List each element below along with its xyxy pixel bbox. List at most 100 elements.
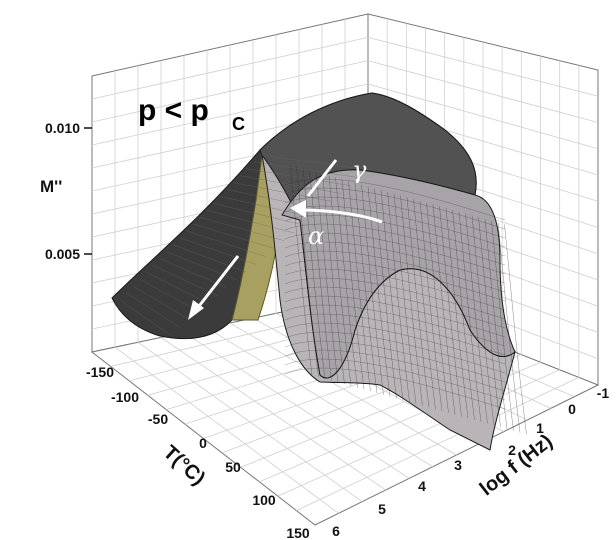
mesh-line: [504, 224, 527, 435]
mesh-line: [413, 199, 436, 410]
y-tick-label: -100: [111, 389, 139, 405]
mesh-line: [439, 206, 462, 417]
alpha-back-wall: [281, 169, 516, 379]
surface-mesh: [119, 154, 527, 435]
y-tick-label: 50: [225, 459, 241, 475]
mesh-line: [284, 259, 506, 302]
mesh-line: [465, 213, 488, 424]
mesh-line: [284, 223, 506, 266]
mesh-line: [406, 197, 430, 408]
mesh-line: [302, 168, 326, 379]
mesh-line: [284, 367, 506, 410]
surface: [111, 92, 527, 451]
mesh-line: [296, 166, 319, 377]
mesh-line: [179, 237, 256, 265]
z-axis-label: M'': [40, 177, 62, 196]
alpha-arrow: [299, 208, 383, 224]
mesh-line: [253, 161, 361, 179]
alpha-arrowhead: [290, 200, 306, 218]
mesh-line: [193, 223, 275, 249]
z-tick-label: 0.010: [45, 120, 80, 136]
mesh-line: [284, 313, 506, 356]
mesh-line: [284, 196, 506, 239]
mesh-line: [419, 200, 443, 412]
mesh-line: [284, 349, 506, 392]
gamma-arrow-upper: [306, 159, 338, 197]
y-tick-label: 100: [252, 492, 276, 508]
mesh-line: [393, 193, 417, 404]
mesh-line: [426, 202, 449, 413]
mesh-line: [213, 203, 304, 226]
mesh-line: [367, 186, 391, 397]
mesh-line: [387, 191, 410, 403]
x-tick-label: 3: [454, 457, 462, 473]
x-tick-label: 5: [378, 501, 386, 517]
annotation-sub: C: [232, 114, 245, 134]
annotation: p < p C: [138, 94, 245, 134]
relaxation-arrows: γ α: [188, 156, 383, 320]
mesh-line: [284, 358, 506, 401]
mesh-line: [452, 209, 475, 421]
mesh-line: [315, 172, 339, 383]
mesh-line: [284, 295, 506, 338]
mesh-line: [284, 340, 506, 383]
mesh-line: [239, 175, 342, 194]
mesh-line: [478, 217, 501, 428]
z-axis: 0.010 0.005 M'': [40, 120, 92, 262]
y-tick-label: 0: [199, 435, 207, 451]
mesh-line: [246, 168, 351, 186]
mesh-line: [471, 215, 495, 426]
mesh-line: [445, 208, 469, 419]
mesh-line: [284, 250, 506, 293]
mesh-line: [173, 244, 247, 273]
x-tick-label: 2: [508, 442, 516, 458]
mesh-line: [126, 292, 180, 328]
z-tick-label: 0.005: [45, 246, 80, 262]
mesh-line: [380, 190, 404, 401]
mesh-line: [219, 196, 313, 218]
mesh-line: [497, 222, 521, 433]
mesh-line: [133, 285, 190, 320]
mesh-line: [284, 268, 506, 311]
y-tick-label: 150: [286, 525, 310, 540]
mesh-line: [284, 241, 506, 284]
mesh-line: [284, 322, 506, 365]
mesh-line: [374, 188, 397, 399]
mesh-line: [348, 181, 371, 392]
mesh-line: [400, 195, 423, 406]
mesh-line: [153, 265, 218, 296]
y-tick-label: -50: [148, 411, 168, 427]
mesh-line: [328, 175, 352, 386]
mesh-line: [335, 177, 358, 388]
gamma-arrow-lower: [194, 255, 240, 311]
grid-line: [277, 369, 560, 497]
mesh-line: [284, 304, 506, 347]
mesh-line: [284, 331, 506, 374]
mesh-line: [491, 220, 514, 431]
gamma-arrowhead: [188, 300, 204, 320]
annotation-main: p < p: [138, 94, 209, 127]
mesh-line: [139, 279, 199, 312]
mesh-line: [458, 211, 482, 422]
alpha-label: α: [308, 222, 324, 250]
x-tick-label: 0: [568, 401, 576, 417]
mesh-line: [322, 173, 345, 385]
mesh-line: [289, 164, 313, 376]
mesh-line: [341, 179, 365, 390]
x-tick-label: 1: [536, 420, 544, 436]
mesh-line: [484, 218, 508, 430]
mesh-line: [186, 230, 266, 257]
mesh-line: [199, 216, 285, 241]
mesh-line: [119, 299, 171, 336]
mesh-line: [361, 184, 384, 395]
mesh-line: [259, 154, 371, 171]
mesh-line: [354, 182, 378, 394]
x-tick-label: 6: [332, 523, 340, 539]
grid-line: [296, 377, 580, 511]
mesh-line: [284, 277, 506, 320]
x-tick-label: -1: [597, 385, 610, 401]
x-tick-label: 4: [418, 478, 426, 494]
mesh-line: [226, 189, 323, 210]
